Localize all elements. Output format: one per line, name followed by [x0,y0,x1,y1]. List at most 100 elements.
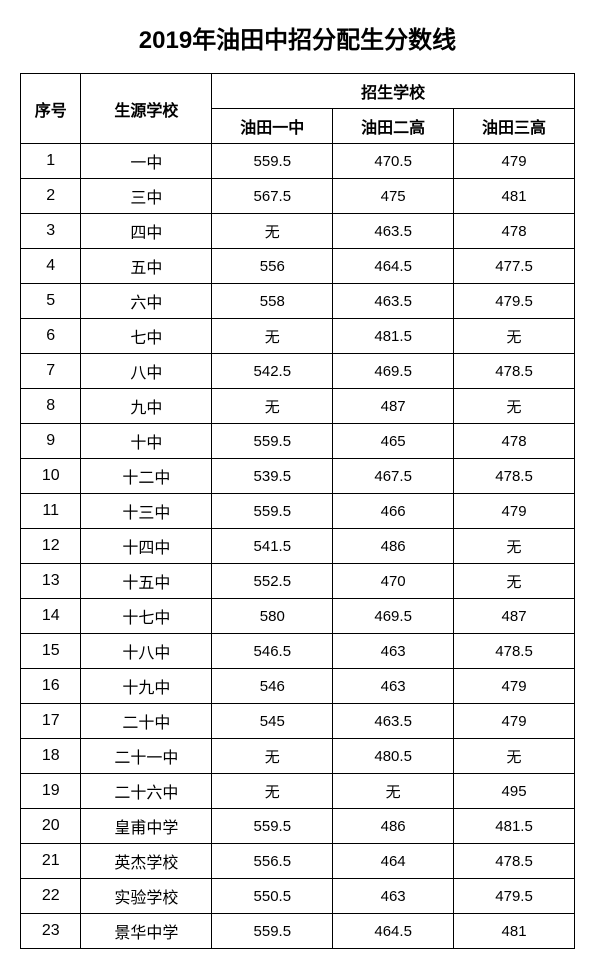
cell-c1: 541.5 [212,529,333,564]
table-row: 5六中558463.5479.5 [21,284,575,319]
cell-c3: 478 [454,214,575,249]
page-title: 2019年油田中招分配生分数线 [20,20,575,55]
cell-seq: 21 [21,844,81,879]
cell-c2: 470 [333,564,454,599]
table-row: 14十七中580469.5487 [21,599,575,634]
cell-seq: 9 [21,424,81,459]
cell-seq: 6 [21,319,81,354]
table-row: 4五中556464.5477.5 [21,249,575,284]
cell-c2: 469.5 [333,354,454,389]
cell-c1: 556.5 [212,844,333,879]
cell-seq: 17 [21,704,81,739]
header-source: 生源学校 [81,74,212,144]
cell-source: 一中 [81,144,212,179]
cell-source: 十五中 [81,564,212,599]
cell-c2: 475 [333,179,454,214]
cell-c3: 479 [454,669,575,704]
cell-c3: 478.5 [454,354,575,389]
cell-c1: 580 [212,599,333,634]
cell-c3: 481 [454,179,575,214]
table-header: 序号 生源学校 招生学校 油田一中 油田二高 油田三高 [21,74,575,144]
cell-c3: 478.5 [454,634,575,669]
cell-source: 二十一中 [81,739,212,774]
cell-seq: 19 [21,774,81,809]
cell-seq: 4 [21,249,81,284]
cell-seq: 15 [21,634,81,669]
cell-source: 十九中 [81,669,212,704]
cell-c1: 无 [212,774,333,809]
table-row: 15十八中546.5463478.5 [21,634,575,669]
table-row: 16十九中546463479 [21,669,575,704]
table-body: 1一中559.5470.54792三中567.54754813四中无463.54… [21,144,575,949]
cell-c3: 无 [454,564,575,599]
cell-c1: 无 [212,739,333,774]
cell-c1: 559.5 [212,914,333,949]
cell-seq: 8 [21,389,81,424]
cell-seq: 5 [21,284,81,319]
header-seq: 序号 [21,74,81,144]
cell-seq: 7 [21,354,81,389]
cell-c3: 478 [454,424,575,459]
cell-c3: 479.5 [454,284,575,319]
cell-seq: 16 [21,669,81,704]
cell-seq: 13 [21,564,81,599]
cell-source: 二十六中 [81,774,212,809]
cell-c2: 463 [333,634,454,669]
table-row: 6七中无481.5无 [21,319,575,354]
cell-c2: 464 [333,844,454,879]
cell-c2: 463.5 [333,284,454,319]
cell-source: 皇甫中学 [81,809,212,844]
cell-c3: 479 [454,704,575,739]
cell-seq: 10 [21,459,81,494]
cell-c1: 559.5 [212,424,333,459]
cell-source: 英杰学校 [81,844,212,879]
cell-c1: 556 [212,249,333,284]
cell-c1: 539.5 [212,459,333,494]
cell-c3: 478.5 [454,844,575,879]
score-table: 序号 生源学校 招生学校 油田一中 油田二高 油田三高 1一中559.5470.… [20,73,575,949]
cell-c2: 486 [333,529,454,564]
cell-c3: 479 [454,144,575,179]
cell-source: 六中 [81,284,212,319]
cell-source: 十二中 [81,459,212,494]
cell-seq: 11 [21,494,81,529]
table-row: 22实验学校550.5463479.5 [21,879,575,914]
cell-c2: 481.5 [333,319,454,354]
cell-c3: 481 [454,914,575,949]
cell-source: 实验学校 [81,879,212,914]
cell-source: 五中 [81,249,212,284]
cell-c1: 552.5 [212,564,333,599]
header-col2: 油田二高 [333,109,454,144]
table-row: 20皇甫中学559.5486481.5 [21,809,575,844]
cell-source: 二十中 [81,704,212,739]
table-row: 3四中无463.5478 [21,214,575,249]
cell-c2: 463.5 [333,214,454,249]
cell-c3: 478.5 [454,459,575,494]
cell-seq: 23 [21,914,81,949]
cell-c1: 550.5 [212,879,333,914]
cell-c2: 487 [333,389,454,424]
cell-c2: 无 [333,774,454,809]
cell-c1: 546.5 [212,634,333,669]
cell-c3: 479.5 [454,879,575,914]
cell-source: 十八中 [81,634,212,669]
cell-c3: 无 [454,319,575,354]
cell-source: 景华中学 [81,914,212,949]
cell-c1: 542.5 [212,354,333,389]
cell-seq: 20 [21,809,81,844]
cell-c2: 465 [333,424,454,459]
cell-c3: 495 [454,774,575,809]
table-row: 10十二中539.5467.5478.5 [21,459,575,494]
cell-c2: 464.5 [333,249,454,284]
cell-seq: 18 [21,739,81,774]
table-row: 8九中无487无 [21,389,575,424]
header-col3: 油田三高 [454,109,575,144]
cell-c2: 464.5 [333,914,454,949]
cell-c2: 470.5 [333,144,454,179]
table-row: 17二十中545463.5479 [21,704,575,739]
cell-c3: 无 [454,529,575,564]
cell-c1: 559.5 [212,144,333,179]
cell-c1: 567.5 [212,179,333,214]
cell-c2: 467.5 [333,459,454,494]
cell-c1: 559.5 [212,494,333,529]
